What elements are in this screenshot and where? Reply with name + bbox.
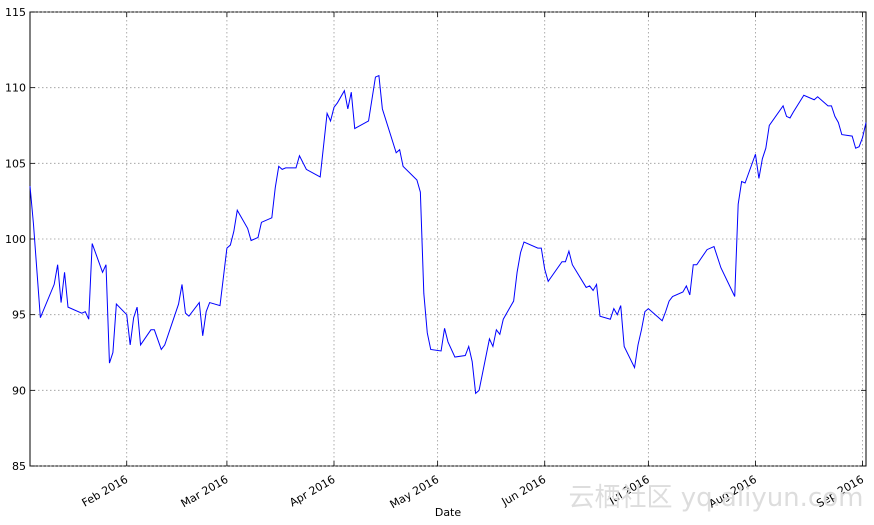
- x-axis-label: Date: [435, 506, 462, 519]
- y-tick-label: 90: [12, 384, 26, 397]
- x-tick-label: Mar 2016: [179, 473, 231, 510]
- x-tick-label: Feb 2016: [80, 473, 131, 510]
- x-tick-label: May 2016: [388, 473, 441, 511]
- data-line: [29, 74, 867, 395]
- x-tick-label: Apr 2016: [287, 473, 337, 510]
- y-tick-label: 95: [12, 309, 26, 322]
- y-tick-label: 85: [12, 460, 26, 473]
- y-tick-label: 100: [5, 233, 26, 246]
- y-tick-label: 105: [5, 157, 26, 170]
- x-tick-label: Jun 2016: [499, 473, 549, 509]
- y-tick-label: 115: [5, 6, 26, 19]
- watermark: 云栖社区 yq.aliyun.com: [569, 483, 864, 513]
- y-tick-label: 110: [5, 82, 26, 95]
